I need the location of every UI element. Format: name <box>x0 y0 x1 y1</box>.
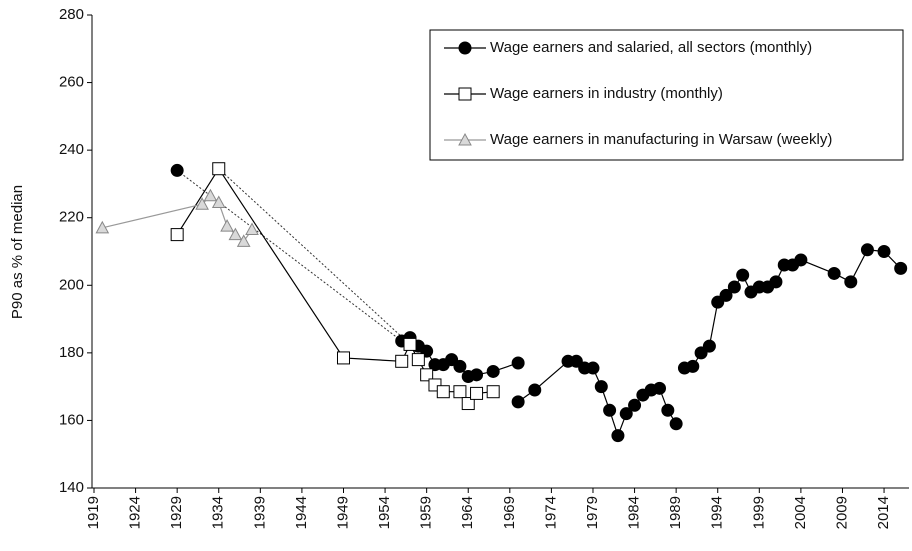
marker <box>719 288 733 302</box>
y-tick-label: 160 <box>59 411 84 428</box>
x-tick-label: 1954 <box>376 496 393 529</box>
marker <box>211 195 226 209</box>
marker <box>195 197 209 210</box>
x-tick-label: 1919 <box>85 496 102 529</box>
marker <box>486 364 500 378</box>
x-tick-label: 1929 <box>168 496 185 529</box>
y-tick-label: 180 <box>59 344 84 361</box>
marker <box>228 227 243 241</box>
y-tick-label: 240 <box>59 141 84 158</box>
marker <box>711 295 725 309</box>
x-tick-label: 1959 <box>418 496 435 529</box>
x-tick-label: 1999 <box>750 496 767 529</box>
marker <box>844 275 858 289</box>
marker <box>486 385 500 399</box>
marker <box>736 268 750 282</box>
marker <box>511 395 525 409</box>
marker <box>511 356 525 370</box>
marker <box>453 385 467 399</box>
marker <box>420 368 434 382</box>
marker <box>458 132 472 146</box>
marker <box>653 381 667 395</box>
legend-label: Wage earners and salaried, all sectors (… <box>490 39 812 56</box>
marker <box>669 417 683 431</box>
marker <box>470 386 484 400</box>
x-tick-label: 2014 <box>875 496 892 529</box>
marker <box>95 220 110 234</box>
marker <box>877 245 891 258</box>
legend-label: Wage earners in industry (monthly) <box>490 85 723 102</box>
marker <box>236 234 251 247</box>
marker <box>470 368 484 382</box>
x-tick-label: 1969 <box>501 496 518 529</box>
x-tick-label: 1984 <box>626 496 643 529</box>
marker <box>245 222 259 236</box>
marker <box>411 353 425 367</box>
y-tick-label: 280 <box>59 6 84 23</box>
marker <box>619 407 633 421</box>
marker <box>769 275 783 289</box>
marker <box>336 351 350 365</box>
x-tick-label: 1994 <box>709 496 726 529</box>
x-tick-label: 1949 <box>334 496 351 529</box>
marker <box>860 243 874 257</box>
legend-box <box>429 29 904 161</box>
marker <box>694 346 708 360</box>
marker <box>661 403 675 417</box>
marker <box>611 429 625 443</box>
marker <box>686 359 700 373</box>
marker <box>603 403 617 417</box>
y-axis-label: P90 as % of median <box>9 185 26 319</box>
marker <box>594 380 608 394</box>
x-tick-label: 1939 <box>251 496 268 529</box>
x-tick-label: 1924 <box>127 496 144 529</box>
x-tick-label: 1934 <box>210 496 227 529</box>
x-tick-label: 1964 <box>459 496 476 529</box>
marker <box>436 385 450 399</box>
marker <box>212 162 226 176</box>
x-tick-label: 2004 <box>792 496 809 529</box>
dotted-connector <box>176 170 403 342</box>
marker <box>403 337 417 351</box>
x-tick-label: 1944 <box>293 496 310 529</box>
legend-label: Wage earners in manufacturing in Warsaw … <box>490 131 832 148</box>
marker <box>445 353 459 367</box>
marker <box>894 261 908 275</box>
marker <box>794 253 808 267</box>
x-tick-label: 1979 <box>584 496 601 529</box>
marker <box>569 354 583 368</box>
marker <box>203 188 218 202</box>
marker <box>458 41 472 55</box>
y-tick-label: 260 <box>59 74 84 91</box>
y-tick-label: 140 <box>59 479 84 496</box>
marker <box>702 339 716 353</box>
marker <box>453 359 467 373</box>
marker <box>220 219 234 232</box>
marker <box>827 266 841 280</box>
dotted-connector <box>218 168 411 345</box>
y-tick-label: 220 <box>59 209 84 226</box>
x-tick-label: 1989 <box>667 496 684 529</box>
marker <box>528 383 542 397</box>
marker <box>170 163 184 177</box>
y-tick-label: 200 <box>59 276 84 293</box>
x-tick-label: 2009 <box>833 496 850 529</box>
x-tick-label: 1974 <box>542 496 559 529</box>
marker <box>461 397 475 411</box>
marker <box>170 228 184 242</box>
marker <box>395 354 409 368</box>
marker <box>628 398 642 412</box>
marker <box>727 280 741 294</box>
marker <box>458 87 472 101</box>
marker <box>586 361 600 375</box>
